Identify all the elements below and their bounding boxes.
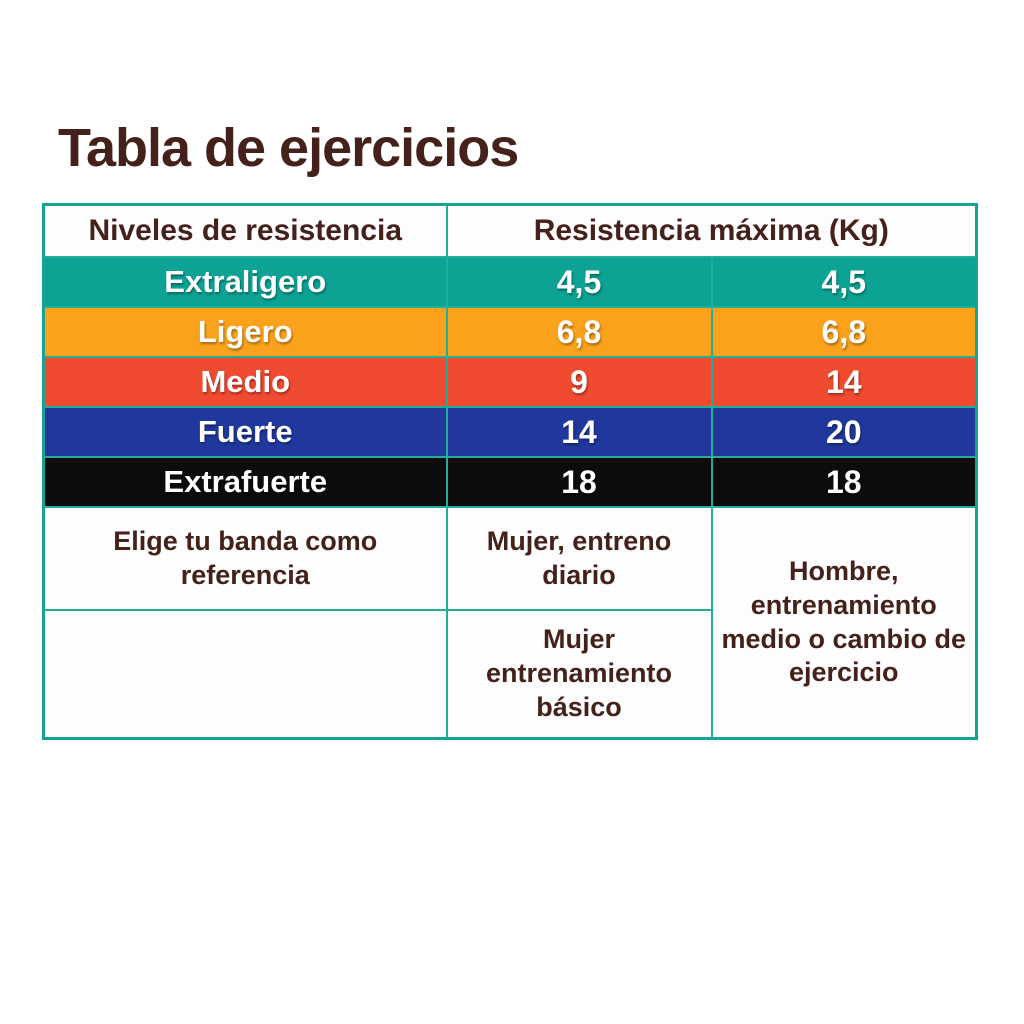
empty-cell [42,609,448,740]
level-cell: Fuerte [42,406,448,458]
level-cell: Medio [42,356,448,408]
row-fuerte: Fuerte 14 20 [42,406,978,458]
reference-label-cell: Elige tu banda como referencia [42,506,448,611]
value-cell-woman: 6,8 [445,306,713,358]
value-cell-man: 20 [710,406,978,458]
row-extraligero: Extraligero 4,5 4,5 [42,256,978,308]
page-title: Tabla de ejercicios [58,118,519,178]
level-cell: Ligero [42,306,448,358]
value-cell-man: 4,5 [710,256,978,308]
value-cell-man: 18 [710,456,978,508]
value-cell-man: 6,8 [710,306,978,358]
value-cell-woman: 4,5 [445,256,713,308]
woman-daily-cell: Mujer, entreno diario [445,506,713,611]
table-header-row: Niveles de resistencia Resistencia máxim… [42,203,978,258]
value-cell-man: 14 [710,356,978,408]
footer-row-1: Elige tu banda como referencia Mujer, en… [42,506,978,740]
header-levels: Niveles de resistencia [42,203,448,258]
resistance-table: Niveles de resistencia Resistencia máxim… [42,203,979,740]
value-cell-woman: 9 [445,356,713,408]
header-max-resistance: Resistencia máxima (Kg) [445,203,978,258]
value-cell-woman: 18 [445,456,713,508]
row-medio: Medio 9 14 [42,356,978,408]
row-extrafuerte: Extrafuerte 18 18 [42,456,978,508]
woman-basic-cell: Mujer entrenamiento básico [445,609,713,740]
level-cell: Extraligero [42,256,448,308]
footer-row-2: Mujer entrenamiento básico [42,609,977,740]
value-cell-woman: 14 [445,406,713,458]
row-ligero: Ligero 6,8 6,8 [42,306,978,358]
man-medium-cell: Hombre, entrenamiento medio o cambio de … [710,506,978,740]
level-cell: Extrafuerte [42,456,448,508]
